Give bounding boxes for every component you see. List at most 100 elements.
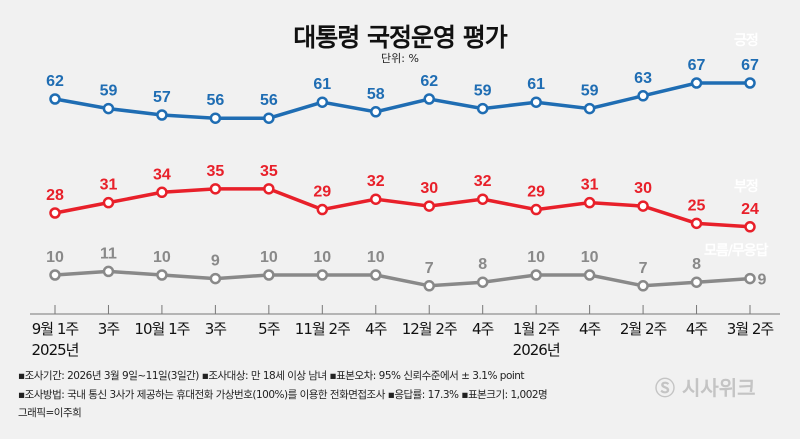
logo-s-icon: Ⓢ bbox=[655, 376, 675, 400]
series-line bbox=[54, 187, 751, 229]
data-point bbox=[263, 269, 275, 281]
data-point bbox=[102, 196, 115, 209]
x-tick-label: 3주 bbox=[97, 320, 120, 338]
data-label: 10 bbox=[367, 249, 385, 266]
x-tick-label: 1월 2주 bbox=[512, 320, 560, 338]
data-label: 62 bbox=[46, 73, 64, 90]
data-label: 31 bbox=[100, 177, 118, 194]
data-point bbox=[476, 276, 489, 288]
data-label: 61 bbox=[313, 76, 331, 93]
data-point bbox=[49, 207, 61, 219]
data-point bbox=[49, 93, 61, 105]
data-label: 59 bbox=[581, 83, 599, 100]
data-label: 58 bbox=[367, 86, 385, 103]
note-survey-period: ▪조사기간: 2026년 3월 9일~11일(3일간) ▪조사대상: 만 18세… bbox=[18, 370, 525, 382]
data-label: 62 bbox=[420, 73, 438, 90]
data-label: 10 bbox=[46, 249, 64, 266]
x-tick-label: 3월 2주 bbox=[726, 320, 774, 338]
data-label: 32 bbox=[474, 173, 492, 190]
data-point bbox=[49, 269, 61, 281]
x-tick-label: 9월 1주 bbox=[31, 320, 79, 338]
data-label: 10 bbox=[581, 249, 599, 266]
data-point bbox=[156, 269, 168, 281]
x-tick-label: 5주 bbox=[258, 320, 280, 338]
data-point bbox=[476, 193, 489, 205]
data-point bbox=[102, 102, 115, 115]
data-point bbox=[370, 269, 382, 281]
data-point bbox=[316, 96, 329, 108]
data-point bbox=[156, 186, 168, 199]
data-point bbox=[744, 272, 756, 285]
data-label: 32 bbox=[367, 173, 385, 190]
data-point bbox=[690, 217, 703, 230]
data-label: 11 bbox=[100, 245, 117, 262]
data-label: 24 bbox=[741, 201, 759, 218]
legend-negative: 부정 bbox=[734, 179, 759, 195]
data-label: 67 bbox=[741, 57, 759, 74]
data-point bbox=[744, 77, 756, 89]
year-label: 2026년 bbox=[512, 341, 561, 359]
data-point bbox=[690, 276, 703, 288]
data-point bbox=[102, 265, 115, 278]
data-label: 31 bbox=[581, 177, 599, 194]
data-label: 7 bbox=[639, 260, 648, 277]
data-label: 28 bbox=[46, 187, 64, 204]
data-label: 9 bbox=[211, 253, 220, 270]
data-label: 35 bbox=[260, 163, 278, 180]
data-point bbox=[583, 196, 596, 209]
data-point bbox=[423, 280, 435, 292]
note-survey-method: ▪조사방법: 국내 통신 3사가 제공하는 휴대전화 가상번호(100%)를 이… bbox=[18, 389, 548, 401]
data-label: 7 bbox=[425, 260, 434, 277]
data-label: 30 bbox=[634, 180, 652, 197]
data-point bbox=[476, 102, 489, 115]
data-point bbox=[316, 203, 329, 216]
data-point bbox=[209, 272, 222, 285]
publisher-logo: Ⓢ 시사위크 bbox=[655, 372, 756, 401]
data-point bbox=[637, 200, 649, 212]
data-label: 59 bbox=[474, 83, 492, 100]
data-label: 8 bbox=[692, 256, 701, 273]
series-line bbox=[54, 81, 750, 120]
legend-unknown: 모름/무응답 bbox=[704, 243, 769, 259]
data-point bbox=[156, 109, 168, 121]
data-point bbox=[209, 183, 222, 195]
data-point bbox=[263, 183, 275, 195]
data-point bbox=[263, 112, 275, 124]
data-label: 10 bbox=[527, 249, 545, 266]
data-point bbox=[530, 96, 542, 108]
data-label: 59 bbox=[100, 83, 118, 100]
data-point bbox=[530, 203, 542, 216]
data-label: 10 bbox=[313, 249, 331, 266]
x-tick-label: 4주 bbox=[365, 320, 387, 338]
data-label: 63 bbox=[634, 70, 652, 87]
data-label: 34 bbox=[153, 166, 171, 183]
year-label: 2025년 bbox=[31, 341, 80, 359]
data-label: 9 bbox=[758, 272, 767, 289]
legend-positive: 긍정 bbox=[734, 33, 759, 49]
x-tick-label: 12월 2주 bbox=[401, 320, 458, 338]
x-tick-label: 4주 bbox=[472, 320, 494, 338]
data-point bbox=[637, 90, 649, 102]
data-point bbox=[637, 280, 649, 292]
x-tick-label: 2월 2주 bbox=[619, 320, 667, 338]
data-label: 35 bbox=[206, 163, 224, 180]
data-point bbox=[423, 93, 435, 105]
data-point bbox=[744, 221, 756, 233]
data-label: 30 bbox=[420, 180, 438, 197]
data-label: 56 bbox=[206, 92, 224, 109]
data-point bbox=[530, 269, 542, 281]
x-tick-label: 4주 bbox=[685, 320, 708, 338]
series-line bbox=[54, 269, 751, 288]
data-point bbox=[370, 106, 382, 118]
data-label: 67 bbox=[688, 57, 706, 74]
data-point bbox=[316, 269, 329, 281]
data-label: 10 bbox=[153, 249, 171, 266]
chart-title: 대통령 국정운영 평가 bbox=[293, 23, 507, 52]
data-point bbox=[423, 200, 435, 212]
unit-label: 단위: % bbox=[381, 52, 419, 65]
data-label: 57 bbox=[153, 89, 171, 106]
data-point bbox=[690, 77, 703, 89]
data-point bbox=[583, 269, 596, 281]
